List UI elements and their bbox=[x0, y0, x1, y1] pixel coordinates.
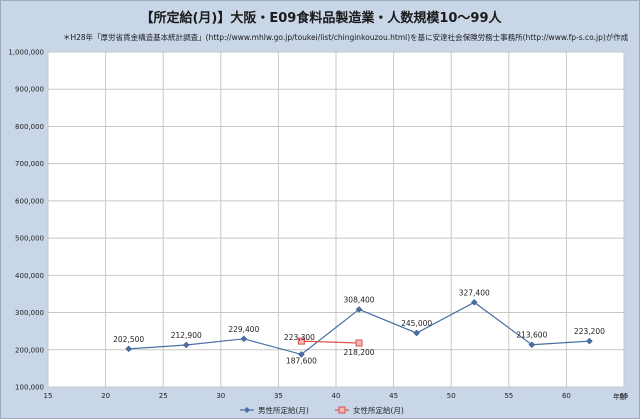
series-group bbox=[125, 299, 593, 358]
legend-marker-female bbox=[338, 406, 346, 414]
y-tick-label: 400,000 bbox=[15, 272, 44, 280]
data-point-male bbox=[413, 329, 420, 337]
data-label: 218,200 bbox=[344, 348, 375, 357]
x-tick-label: 50 bbox=[447, 392, 456, 400]
data-point-male bbox=[298, 351, 305, 358]
y-tick-label: 1,000,000 bbox=[8, 49, 44, 57]
data-label: 229,400 bbox=[228, 325, 259, 334]
y-tick-label: 500,000 bbox=[15, 235, 44, 243]
data-point-male bbox=[240, 335, 248, 343]
data-label: 223,200 bbox=[574, 327, 605, 336]
x-tick-label: 55 bbox=[504, 392, 513, 400]
legend: 男性所定給(月) 女性所定給(月) bbox=[240, 405, 404, 415]
x-axis-label: 年齢 bbox=[613, 392, 627, 401]
data-label: 212,900 bbox=[171, 331, 202, 340]
y-tick-label: 300,000 bbox=[15, 309, 44, 317]
x-axis-ticks: 15 20 25 30 35 40 45 50 55 60 65 bbox=[44, 392, 629, 400]
x-tick-label: 60 bbox=[562, 392, 571, 400]
x-tick-label: 30 bbox=[216, 392, 225, 400]
data-label: 202,500 bbox=[113, 335, 144, 344]
data-point-male bbox=[470, 299, 478, 306]
x-tick-label: 15 bbox=[44, 392, 53, 400]
data-label: 187,600 bbox=[286, 356, 317, 365]
y-tick-label: 900,000 bbox=[15, 86, 44, 94]
y-tick-label: 100,000 bbox=[15, 384, 44, 392]
x-tick-label: 25 bbox=[159, 392, 168, 400]
data-label: 213,600 bbox=[516, 331, 547, 340]
x-tick-label: 40 bbox=[332, 392, 341, 400]
data-point-male bbox=[528, 341, 536, 349]
y-tick-label: 700,000 bbox=[15, 160, 44, 168]
legend-label: 男性所定給(月) bbox=[258, 405, 309, 415]
data-label: 308,400 bbox=[344, 295, 375, 304]
data-labels-group: 202,500 212,900 229,400 187,600 308,400 245,0… bbox=[113, 288, 605, 365]
y-axis-ticks: 100,000 200,000 300,000 400,000 500,000 600,0… bbox=[8, 49, 44, 392]
data-point-female bbox=[297, 337, 305, 345]
data-label: 245,000 bbox=[401, 319, 432, 328]
data-point-male bbox=[125, 345, 132, 353]
data-point-female bbox=[355, 339, 363, 347]
data-label: 223,300 bbox=[284, 333, 315, 342]
y-tick-label: 800,000 bbox=[15, 123, 44, 131]
chart-subtitle: ＊H28年「厚労省賃金構造基本統計調査」(http://www.mhlw.go.… bbox=[63, 33, 629, 42]
x-tick-label: 45 bbox=[389, 392, 398, 400]
series-line-2 bbox=[301, 340, 360, 344]
grid-lines bbox=[47, 51, 625, 388]
data-label: 327,400 bbox=[459, 288, 490, 297]
x-tick-label: 35 bbox=[274, 392, 283, 400]
data-point-male bbox=[182, 341, 190, 349]
legend-label: 女性所定給(月) bbox=[353, 405, 404, 415]
data-point-male bbox=[586, 337, 593, 345]
y-tick-label: 600,000 bbox=[15, 197, 44, 205]
x-tick-label: 20 bbox=[101, 392, 110, 400]
x-tick-label: 65 bbox=[620, 392, 629, 400]
chart-title: 【所定給(月)】大阪・E09食料品製造業・人数規模10～99人 bbox=[140, 11, 502, 26]
data-point-male bbox=[355, 306, 363, 313]
y-tick-label: 200,000 bbox=[15, 346, 44, 354]
legend-marker-male bbox=[244, 407, 250, 413]
